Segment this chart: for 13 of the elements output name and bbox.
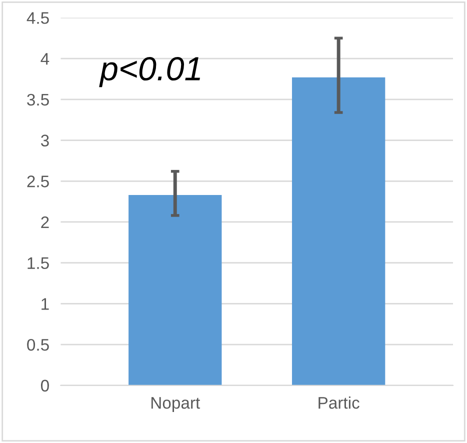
y-tick-label: 3 (40, 134, 49, 146)
y-tick-label: 0.5 (27, 338, 49, 351)
y-tick-label: 1.5 (28, 257, 49, 270)
y-tick-label: 4 (40, 53, 50, 65)
y-tick-label: 0 (40, 380, 49, 392)
x-tick-label: Nopart (151, 397, 200, 412)
annotation: p<0.01 (99, 56, 200, 88)
y-tick-label: 4.5 (26, 12, 49, 24)
y-tick-label: 2 (41, 216, 49, 228)
x-tick-label: Partic (318, 396, 360, 409)
y-tick-label: 2.5 (27, 176, 49, 188)
y-tick-label: 1 (42, 298, 49, 310)
y-tick-label: 3.5 (27, 94, 49, 106)
